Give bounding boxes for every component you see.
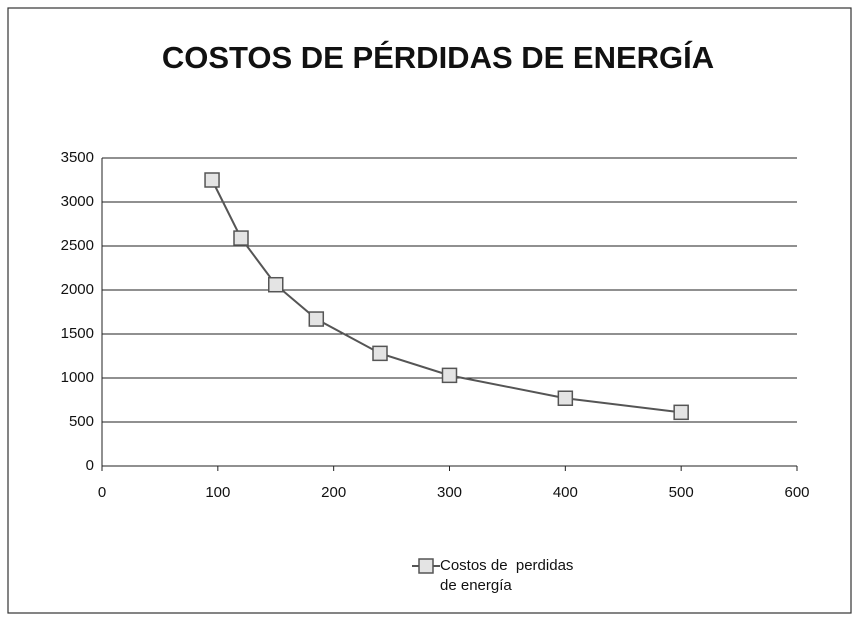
marker bbox=[441, 367, 458, 384]
marker bbox=[557, 390, 574, 406]
y-tick-label: 2500 bbox=[61, 237, 94, 254]
marker bbox=[204, 172, 220, 188]
chart-border bbox=[7, 7, 852, 614]
y-tick-label: 3500 bbox=[61, 149, 94, 166]
marker bbox=[233, 230, 249, 246]
x-tick-label: 100 bbox=[205, 484, 230, 501]
chart-title: COSTOS DE PÉRDIDAS DE ENERGÍA bbox=[162, 40, 714, 75]
y-tick-label: 1500 bbox=[61, 325, 94, 342]
x-tick-label: 500 bbox=[669, 484, 694, 501]
marker bbox=[268, 276, 284, 293]
y-tick-label: 2000 bbox=[61, 281, 94, 298]
x-tick-label: 300 bbox=[437, 484, 462, 501]
y-tick-label: 0 bbox=[86, 457, 94, 474]
legend-label: Costos de perdidas de energía bbox=[440, 557, 578, 594]
legend-marker bbox=[418, 558, 434, 574]
x-tick-label: 400 bbox=[553, 484, 578, 501]
marker bbox=[673, 404, 689, 421]
x-tick-label: 0 bbox=[98, 484, 106, 501]
y-tick-label: 500 bbox=[69, 413, 94, 430]
x-tick-label: 600 bbox=[784, 484, 809, 501]
y-tick-label: 1000 bbox=[61, 369, 94, 386]
marker bbox=[372, 345, 388, 362]
series-line bbox=[211, 179, 682, 414]
y-tick-label: 3000 bbox=[61, 193, 94, 210]
x-tick-label: 200 bbox=[321, 484, 346, 501]
marker bbox=[308, 311, 325, 327]
